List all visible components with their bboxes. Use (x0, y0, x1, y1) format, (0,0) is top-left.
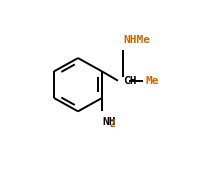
Text: CH: CH (123, 76, 137, 86)
Text: 2: 2 (109, 119, 115, 129)
Text: Me: Me (146, 76, 159, 86)
Text: NH: NH (102, 117, 115, 127)
Text: NHMe: NHMe (123, 35, 150, 45)
